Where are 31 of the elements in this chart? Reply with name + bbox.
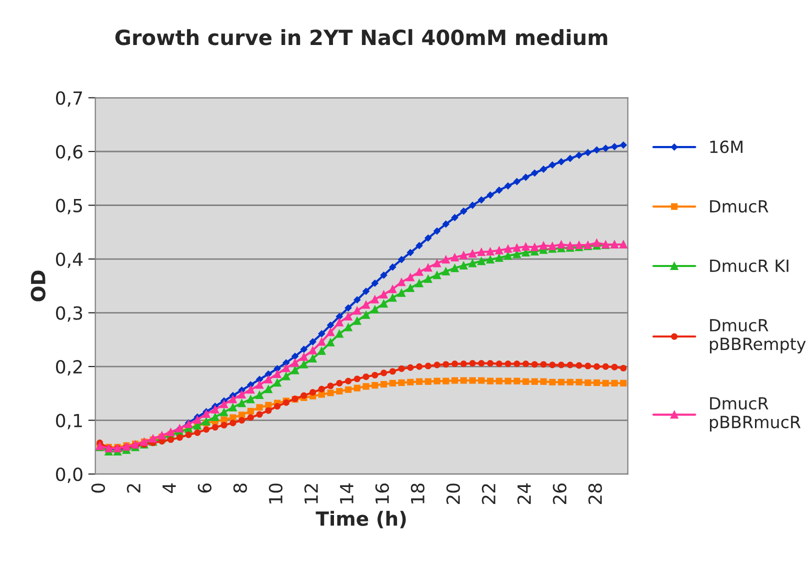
x-tick-label: 14: [340, 483, 354, 504]
x-tick-label: 0: [91, 484, 106, 493]
x-tick-label: 10: [268, 484, 283, 504]
x-tick-label: 8: [233, 484, 248, 493]
chart-title: Growth curve in 2YT NaCl 400mM medium: [115, 29, 608, 46]
x-tick-label: 26: [552, 484, 566, 504]
y-axis-title: OD: [30, 270, 46, 302]
y-tick-label: 0,1: [56, 414, 82, 430]
y-tick-label: 0,2: [56, 360, 82, 376]
y-tick-label: 0,6: [56, 144, 82, 160]
x-tick-label: 28: [588, 484, 602, 504]
legend-label: DmucR KI: [710, 260, 788, 272]
legend-label: 16M: [710, 140, 742, 154]
x-tick-label: 2: [126, 484, 140, 493]
x-tick-label: 4: [162, 483, 176, 493]
x-axis-title: Time (h): [316, 510, 406, 528]
x-tick-label: 12: [304, 484, 318, 504]
x-tick-label: 24: [517, 483, 531, 504]
y-tick-label: 0,7: [56, 91, 82, 107]
legend-label: DmucR pBBRempty: [710, 319, 806, 354]
x-tick-label: 20: [446, 484, 460, 504]
x-tick-label: 22: [482, 484, 496, 504]
legend-label: DmucR: [710, 200, 768, 213]
legend-label: DmucR pBBRmucR: [710, 397, 801, 432]
y-tick-label: 0,0: [56, 467, 82, 483]
y-tick-label: 0,4: [56, 252, 83, 268]
y-tick-label: 0,5: [56, 198, 82, 214]
y-tick-label: 0,3: [56, 306, 82, 322]
x-tick-label: 6: [198, 484, 212, 493]
x-tick-label: 18: [410, 484, 425, 504]
x-tick-label: 16: [375, 484, 390, 504]
